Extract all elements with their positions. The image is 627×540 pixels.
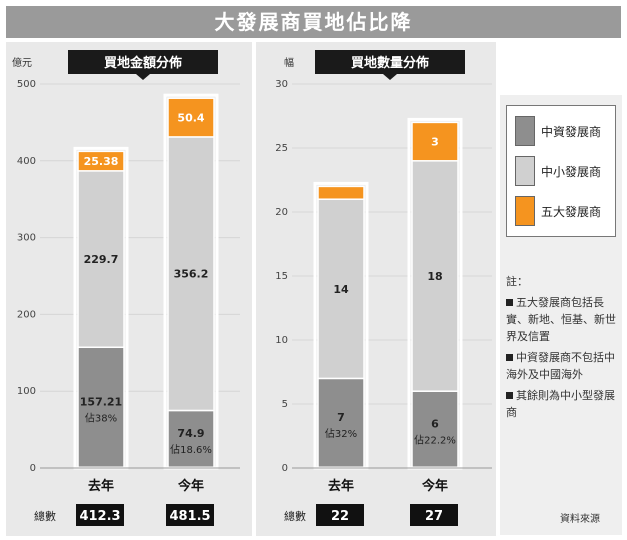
data-label: 229.7	[84, 253, 119, 266]
bar-segment	[317, 198, 365, 380]
chart-title-box	[315, 50, 465, 74]
bar-segment	[411, 121, 459, 162]
legend-swatch	[515, 196, 535, 226]
data-label: 50.4	[177, 112, 204, 125]
category-label: 今年	[177, 478, 204, 494]
header-bar: 大發展商買地佔比降	[6, 6, 621, 38]
data-label: 157.21	[80, 396, 122, 409]
y-tick-label: 0	[30, 463, 36, 474]
bar-segment	[317, 185, 365, 200]
total-value: 22	[331, 509, 349, 524]
data-label: 25.38	[84, 155, 119, 168]
bullet-icon	[506, 354, 513, 361]
chart-title-box	[68, 50, 218, 74]
total-value: 412.3	[79, 509, 120, 524]
note-item: 中資發展商不包括中海外及中國海外	[506, 349, 616, 383]
source-credit: 資料來源	[560, 514, 600, 525]
total-value: 27	[425, 509, 443, 524]
share-label: 佔22.2%	[414, 434, 456, 447]
legend-label: 中資發展商	[541, 124, 602, 139]
bar-segment	[167, 97, 215, 138]
note-item: 其餘則為中小型發展商	[506, 387, 616, 421]
share-label: 佔32%	[325, 427, 357, 440]
data-label: 14	[333, 283, 349, 296]
y-tick-label: 200	[17, 309, 36, 320]
notes-heading: 註：	[506, 275, 528, 288]
data-label: 356.2	[174, 268, 209, 281]
title-pointer-icon	[383, 74, 397, 80]
data-label: 3	[431, 136, 439, 149]
legend-item-small-developer: 中小發展商	[515, 154, 601, 188]
y-tick-label: 100	[17, 386, 36, 397]
bar-segment	[411, 390, 459, 469]
legend-panel: 中資發展商 中小發展商 五大發展商 註： 五大發展商包括長實、新地、恒基、新世界…	[500, 95, 622, 535]
chart-subtitle: 買地數量分佈	[351, 55, 429, 71]
notes: 註： 五大發展商包括長實、新地、恒基、新世界及信置 中資發展商不包括中海外及中國…	[506, 273, 616, 421]
y-axis-unit: 幅	[284, 56, 294, 69]
data-label: 7	[337, 411, 345, 424]
totals-label: 總數	[284, 509, 306, 523]
total-box	[76, 504, 124, 526]
note-item: 五大發展商包括長實、新地、恒基、新世界及信置	[506, 294, 616, 345]
data-label: 74.9	[177, 427, 204, 440]
bar-segment	[317, 377, 365, 469]
bar-segment	[77, 150, 125, 172]
share-label: 佔38%	[85, 412, 117, 425]
y-tick-label: 5	[282, 399, 288, 410]
share-label: 佔18.6%	[170, 443, 212, 456]
y-axis-unit: 億元	[12, 56, 32, 69]
legend-swatch	[515, 116, 535, 146]
title-pointer-icon	[136, 74, 150, 80]
category-label: 去年	[88, 478, 114, 494]
y-tick-label: 0	[282, 463, 288, 474]
total-box	[410, 504, 458, 526]
chart-subtitle: 買地金額分佈	[104, 55, 182, 71]
legend-label: 五大發展商	[541, 204, 602, 219]
total-box	[316, 504, 364, 526]
category-label: 去年	[328, 478, 354, 494]
total-box	[166, 504, 214, 526]
total-value: 481.5	[169, 509, 210, 524]
category-label: 今年	[421, 478, 448, 494]
chart-title: 大發展商買地佔比降	[214, 10, 413, 34]
note-text: 五大發展商包括長實、新地、恒基、新世界及信置	[506, 296, 616, 343]
y-tick-label: 15	[275, 271, 288, 282]
y-tick-label: 30	[275, 79, 288, 90]
data-label: 18	[427, 270, 442, 283]
bullet-icon	[506, 299, 513, 306]
y-tick-label: 20	[275, 207, 288, 218]
bar-segment	[411, 160, 459, 392]
y-tick-label: 500	[17, 79, 36, 90]
totals-label: 總數	[34, 509, 56, 523]
bar-segment	[77, 170, 125, 349]
y-tick-label: 25	[275, 143, 288, 154]
legend-item-china-developer: 中資發展商	[515, 114, 601, 148]
data-label: 6	[431, 418, 439, 431]
legend-swatch	[515, 156, 535, 186]
note-text: 其餘則為中小型發展商	[506, 389, 615, 419]
legend-item-big-five: 五大發展商	[515, 194, 601, 228]
legend: 中資發展商 中小發展商 五大發展商	[506, 105, 616, 237]
y-tick-label: 300	[17, 233, 36, 244]
y-tick-label: 400	[17, 156, 36, 167]
note-text: 中資發展商不包括中海外及中國海外	[506, 351, 615, 381]
legend-label: 中小發展商	[541, 164, 602, 179]
y-tick-label: 10	[275, 335, 288, 346]
bullet-icon	[506, 392, 513, 399]
bar-segment	[77, 346, 125, 469]
